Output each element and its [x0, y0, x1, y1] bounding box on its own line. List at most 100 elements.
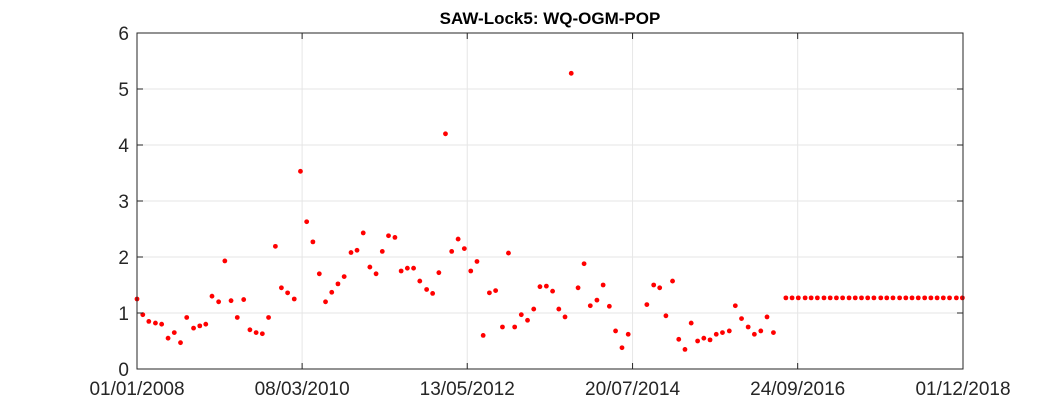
- x-tick-label: 01/12/2018: [915, 379, 1010, 400]
- data-point: [834, 295, 839, 301]
- data-point: [783, 295, 789, 301]
- data-point: [291, 296, 297, 302]
- data-point: [285, 290, 291, 296]
- data-point: [171, 330, 177, 335]
- data-point: [480, 333, 486, 338]
- data-point: [449, 249, 455, 254]
- data-point: [802, 295, 808, 301]
- data-point: [663, 313, 669, 319]
- data-point: [354, 247, 360, 253]
- data-point: [153, 320, 158, 326]
- data-point: [373, 271, 379, 277]
- data-point: [878, 295, 884, 301]
- data-points: [134, 70, 965, 352]
- data-point: [587, 303, 593, 309]
- data-point: [903, 295, 909, 301]
- data-point: [424, 287, 430, 292]
- y-tick-label: 1: [118, 304, 129, 325]
- x-tick-label: 13/05/2012: [420, 379, 515, 400]
- data-point: [934, 295, 940, 301]
- data-point: [739, 316, 744, 321]
- data-point: [670, 278, 675, 284]
- data-point: [323, 299, 328, 305]
- data-point: [821, 295, 827, 301]
- data-point: [537, 284, 543, 290]
- data-point: [468, 268, 474, 274]
- data-point: [827, 295, 833, 301]
- data-point: [581, 261, 587, 267]
- data-point: [500, 324, 505, 330]
- data-point: [852, 295, 858, 301]
- data-point: [411, 265, 416, 271]
- data-point: [191, 325, 196, 331]
- x-tick-label: 01/01/2008: [89, 379, 184, 400]
- data-point: [695, 338, 701, 344]
- data-point: [814, 295, 820, 301]
- data-point: [644, 302, 650, 307]
- data-point: [840, 295, 846, 301]
- y-tick-label: 5: [118, 80, 129, 101]
- data-point: [562, 314, 568, 320]
- data-point: [600, 282, 606, 288]
- data-point: [859, 295, 864, 301]
- data-point: [506, 250, 511, 256]
- data-point: [884, 295, 890, 301]
- y-tick-label: 4: [118, 136, 129, 157]
- data-point: [613, 328, 618, 334]
- data-point: [789, 295, 795, 301]
- data-point: [732, 303, 738, 309]
- data-point: [335, 281, 341, 287]
- x-tick-labels: 01/01/2008 08/03/2010 13/05/2012 20/07/2014…: [89, 379, 1010, 400]
- data-point: [940, 295, 946, 301]
- data-point: [455, 236, 461, 242]
- data-point: [518, 312, 524, 318]
- data-point: [594, 297, 600, 303]
- data-point: [543, 283, 549, 289]
- data-point: [512, 324, 518, 330]
- data-point: [341, 274, 347, 279]
- data-point: [808, 295, 814, 301]
- data-point: [184, 315, 190, 320]
- data-point: [947, 295, 952, 301]
- y-tick-label: 2: [118, 248, 129, 269]
- data-point: [922, 295, 928, 301]
- data-point: [241, 297, 247, 302]
- data-point: [487, 290, 492, 296]
- data-point: [253, 330, 259, 335]
- data-point: [897, 295, 903, 301]
- data-point: [707, 337, 713, 343]
- data-point: [234, 315, 240, 320]
- data-point: [795, 295, 801, 301]
- data-point: [846, 295, 852, 301]
- y-tick-label: 6: [118, 24, 129, 45]
- data-point: [619, 345, 625, 351]
- data-point: [713, 331, 719, 337]
- data-point: [298, 168, 303, 174]
- data-point: [316, 271, 322, 277]
- data-point: [310, 239, 316, 245]
- data-point: [259, 331, 265, 337]
- chart-title: SAW-Lock5: WQ-OGM-POP: [440, 9, 661, 28]
- data-point: [272, 243, 278, 249]
- axis-ticks: [136, 32, 964, 370]
- data-point: [657, 285, 663, 291]
- data-point: [178, 340, 183, 346]
- data-point: [909, 295, 915, 301]
- data-point: [928, 295, 934, 301]
- data-point: [398, 268, 404, 274]
- data-point: [758, 328, 764, 334]
- data-point: [525, 317, 530, 323]
- data-point: [953, 295, 959, 301]
- data-point: [771, 330, 776, 335]
- data-point: [430, 291, 436, 296]
- data-point: [329, 289, 335, 295]
- data-point: [682, 347, 688, 352]
- data-point: [625, 331, 631, 337]
- data-point: [278, 285, 284, 291]
- data-point: [228, 298, 234, 304]
- data-point: [890, 295, 896, 301]
- data-point: [915, 295, 921, 301]
- data-point: [348, 250, 354, 255]
- data-point: [720, 330, 725, 335]
